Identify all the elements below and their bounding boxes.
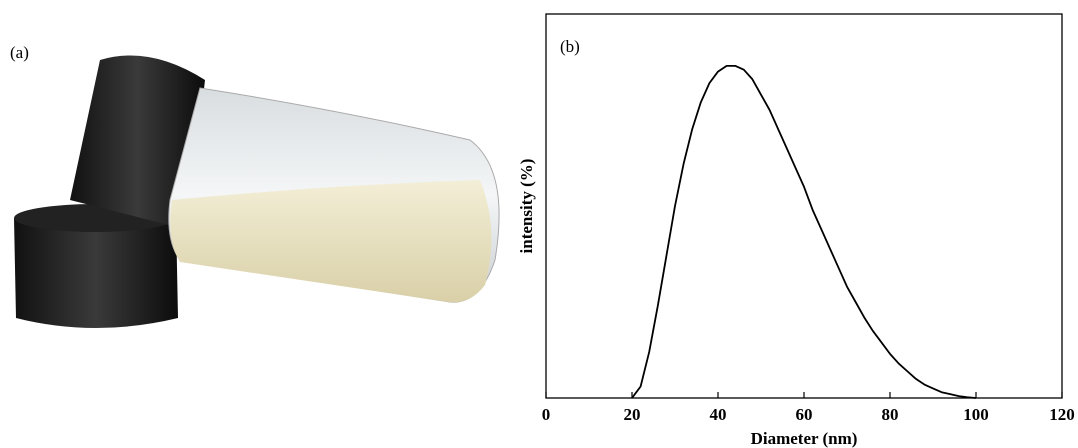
plot-frame	[545, 13, 1063, 399]
panel-label: (a)	[10, 43, 29, 62]
x-tick-label: 80	[882, 405, 899, 424]
x-tick-label: 120	[1049, 405, 1075, 424]
x-tick-label: 60	[796, 405, 813, 424]
x-tick-label: 20	[624, 405, 641, 424]
x-tick-label: 0	[542, 405, 551, 424]
line	[631, 64, 977, 399]
x-tick-label: 100	[963, 405, 989, 424]
x-axis-label: Diameter (nm)	[751, 429, 858, 448]
y-axis-label: intensity (%)	[517, 159, 536, 254]
photo	[14, 55, 500, 328]
panel-label: (b)	[560, 37, 580, 56]
x-tick-label: 40	[710, 405, 727, 424]
